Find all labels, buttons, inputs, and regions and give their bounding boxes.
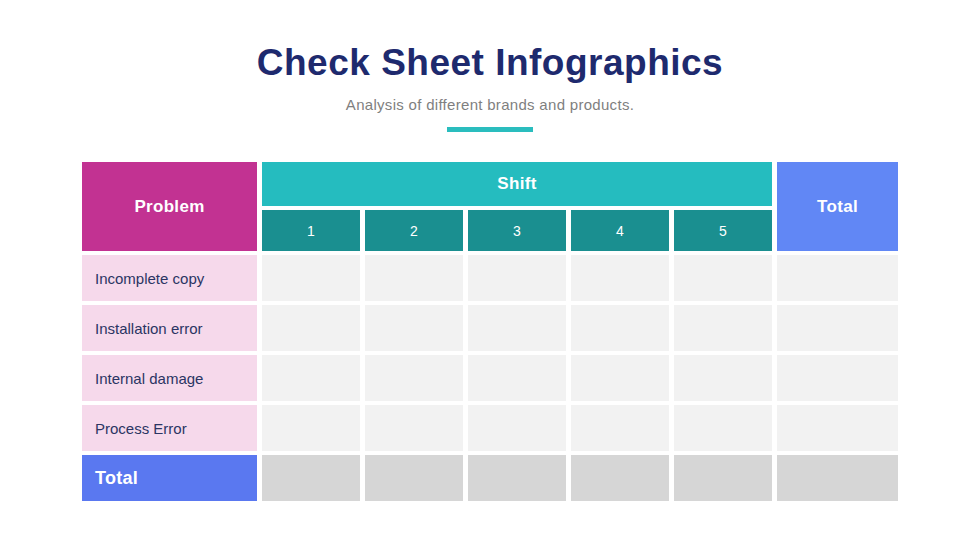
row-total-cell	[777, 255, 898, 301]
total-data-cell	[674, 455, 772, 501]
page-title: Check Sheet Infographics	[0, 42, 980, 84]
page-subtitle: Analysis of different brands and product…	[0, 96, 980, 113]
data-cell	[365, 255, 463, 301]
data-cell	[674, 405, 772, 451]
check-sheet-table: Problem Shift Total 1 2 3 4 5 Incomplete…	[82, 162, 898, 501]
total-data-cell	[262, 455, 360, 501]
data-cell	[365, 305, 463, 351]
data-cell	[468, 405, 566, 451]
row-total-cell	[777, 305, 898, 351]
total-grand-cell	[777, 455, 898, 501]
data-cell	[365, 355, 463, 401]
shift-header-cell: Shift	[262, 162, 772, 206]
data-cell	[571, 405, 669, 451]
data-cell	[468, 355, 566, 401]
shift-column-header-3: 3	[468, 210, 566, 251]
shift-column-header-4: 4	[571, 210, 669, 251]
row-label-process-error: Process Error	[82, 405, 257, 451]
data-cell	[262, 255, 360, 301]
shift-column-header-5: 5	[674, 210, 772, 251]
data-cell	[674, 255, 772, 301]
data-cell	[468, 255, 566, 301]
total-header-cell: Total	[777, 162, 898, 251]
data-cell	[262, 305, 360, 351]
row-total-cell	[777, 405, 898, 451]
total-row-label-cell: Total	[82, 455, 257, 501]
data-cell	[674, 355, 772, 401]
total-data-cell	[571, 455, 669, 501]
data-cell	[571, 255, 669, 301]
data-cell	[571, 305, 669, 351]
data-cell	[571, 355, 669, 401]
slide: Check Sheet Infographics Analysis of dif…	[0, 0, 980, 551]
data-cell	[262, 405, 360, 451]
row-label-internal-damage: Internal damage	[82, 355, 257, 401]
total-data-cell	[365, 455, 463, 501]
total-data-cell	[468, 455, 566, 501]
data-cell	[262, 355, 360, 401]
shift-column-header-1: 1	[262, 210, 360, 251]
data-cell	[674, 305, 772, 351]
shift-column-header-2: 2	[365, 210, 463, 251]
row-total-cell	[777, 355, 898, 401]
row-label-installation-error: Installation error	[82, 305, 257, 351]
data-cell	[468, 305, 566, 351]
row-label-incomplete-copy: Incomplete copy	[82, 255, 257, 301]
data-cell	[365, 405, 463, 451]
title-divider	[447, 127, 533, 132]
problem-header-cell: Problem	[82, 162, 257, 251]
